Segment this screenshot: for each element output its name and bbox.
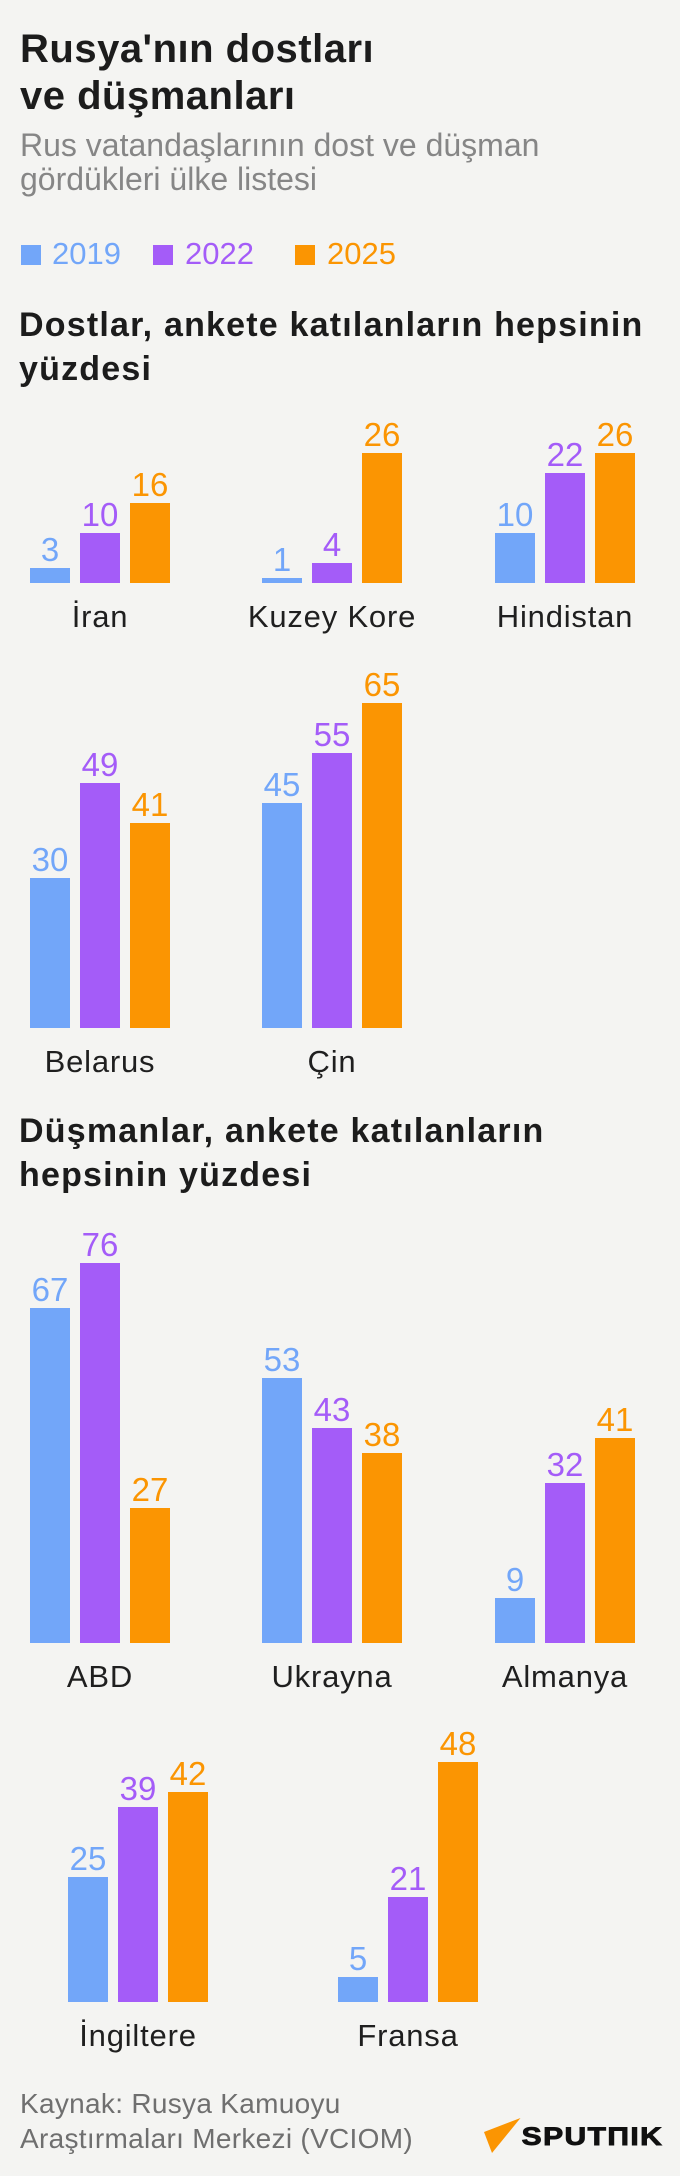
svg-text:SPUTПIK: SPUTПIK — [522, 2122, 664, 2150]
